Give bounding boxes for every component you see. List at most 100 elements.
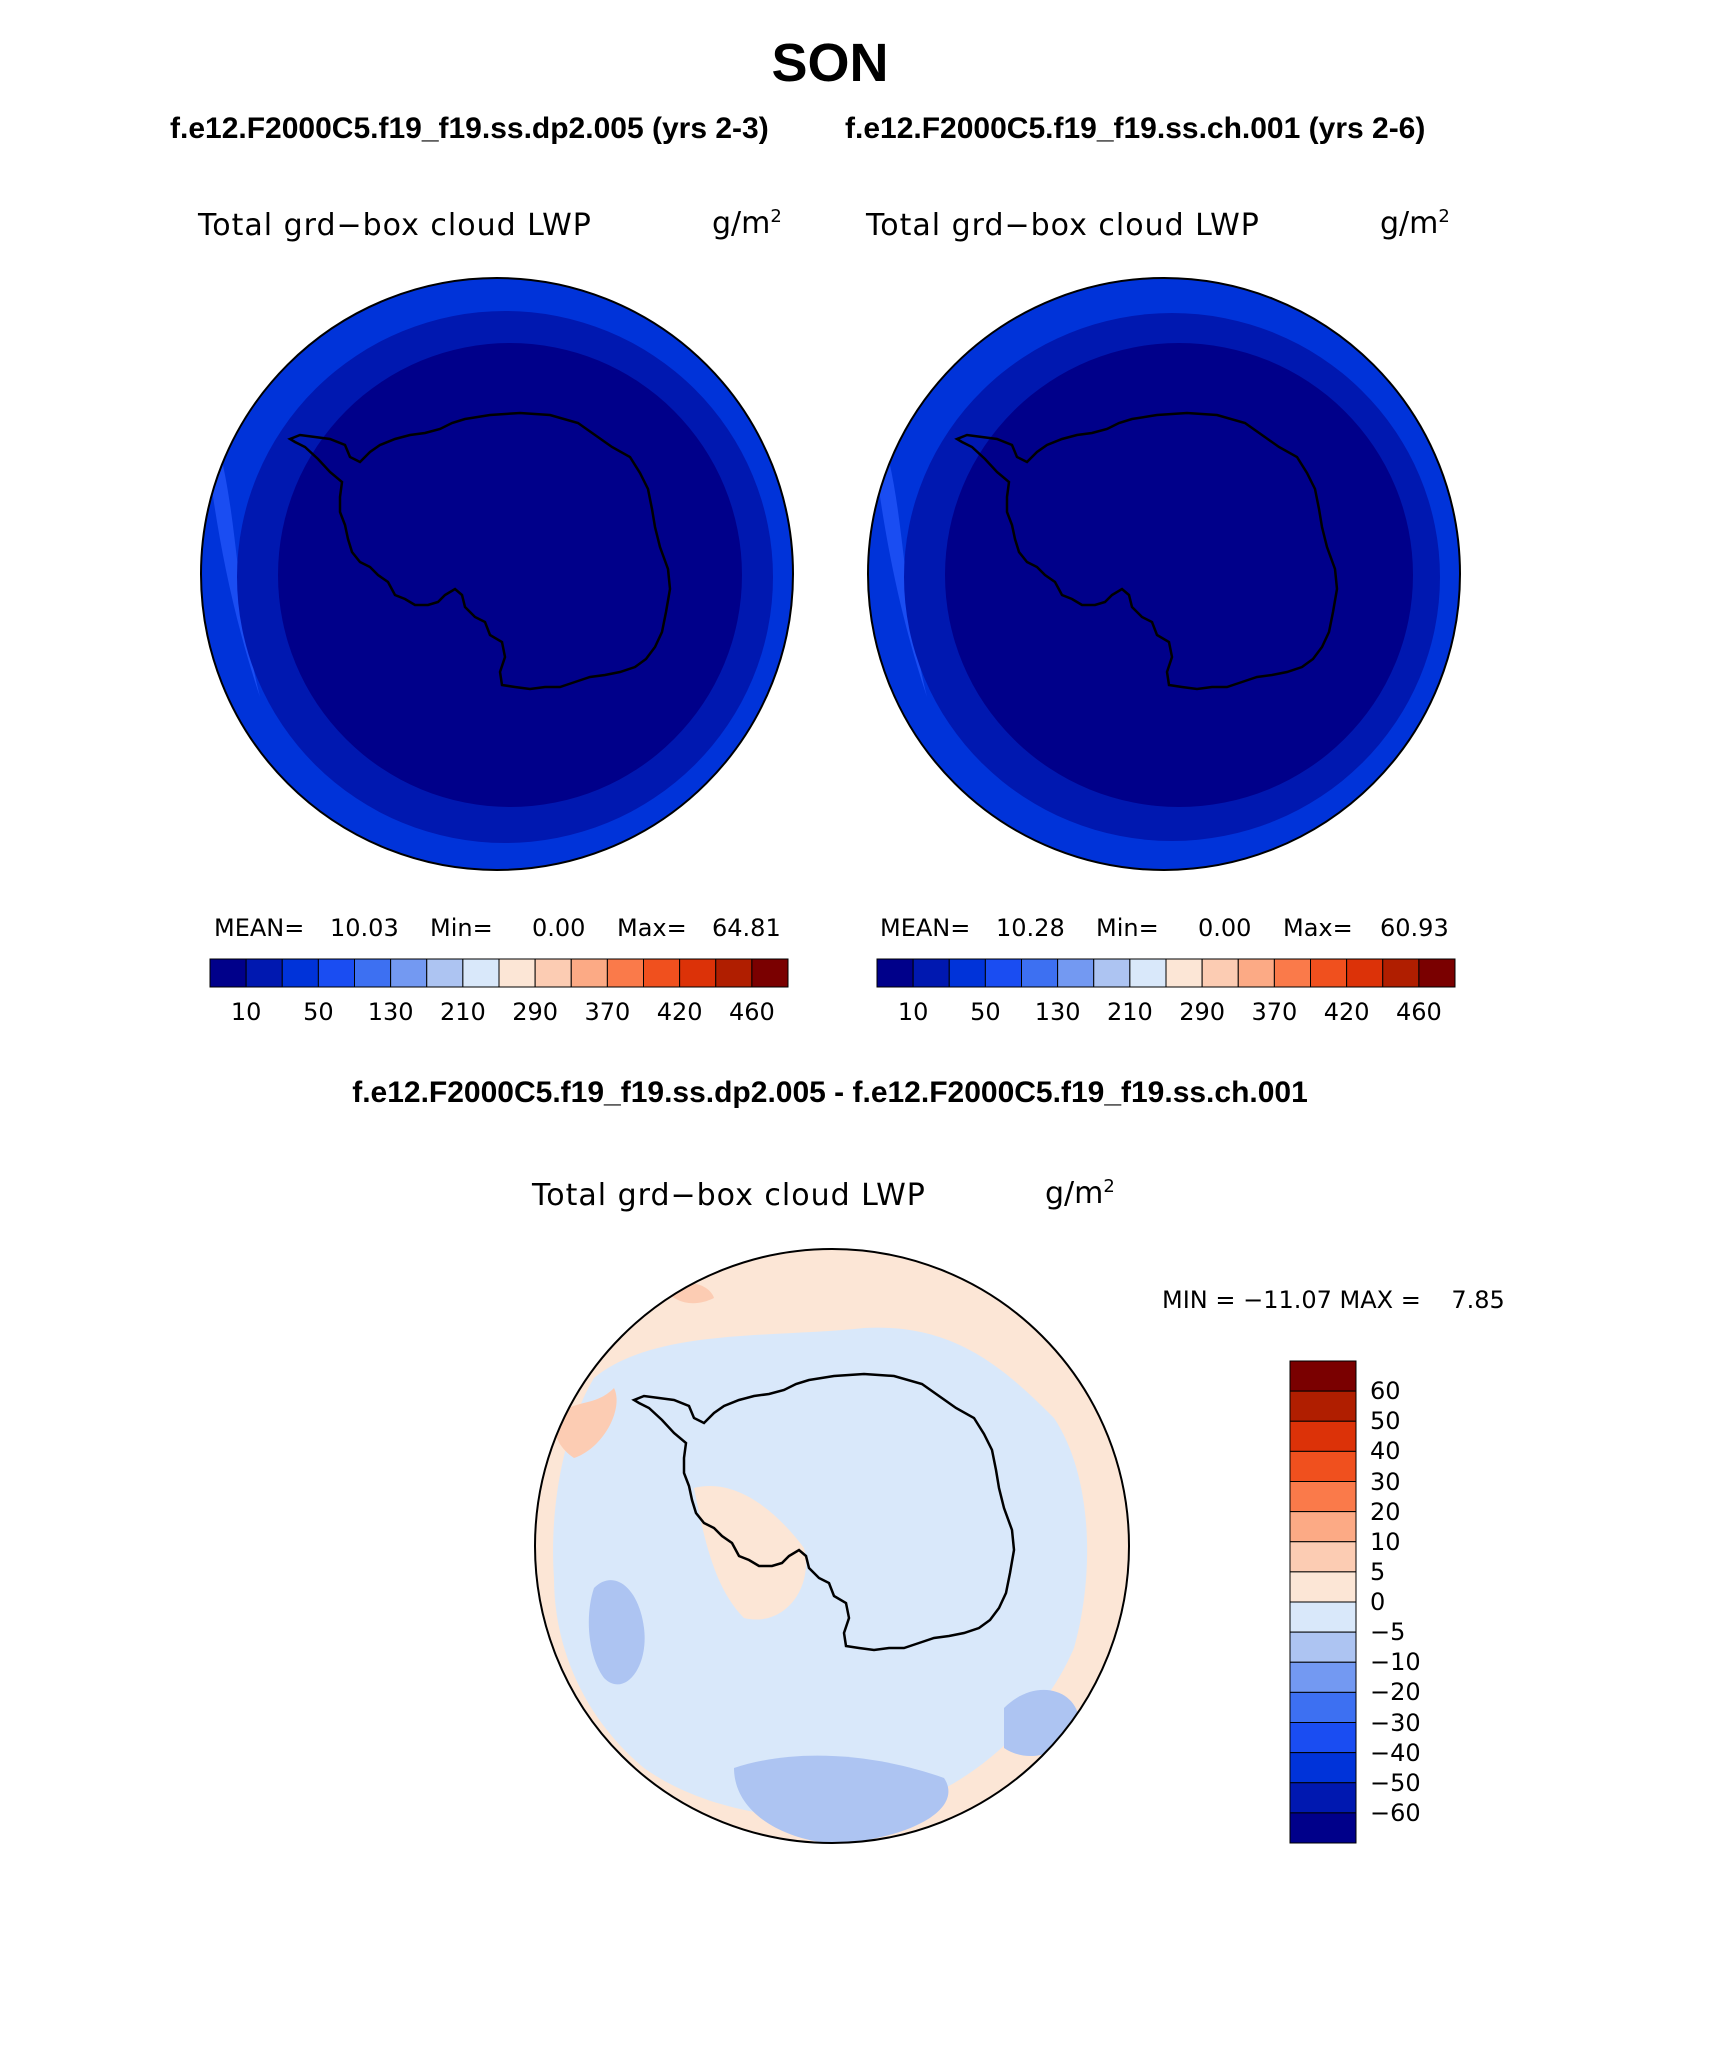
right-colorbar-swatch — [1382, 958, 1420, 988]
diff-field-neg-patch2 — [734, 1755, 949, 1843]
right-colorbar-tick-label: 210 — [1106, 998, 1153, 1026]
diff-colorbar-tick-label: −30 — [1370, 1708, 1421, 1737]
left-colorbar-tick-label: 290 — [512, 998, 559, 1026]
left-colorbar-swatch — [643, 958, 681, 988]
right-colorbar-swatch — [1310, 958, 1348, 988]
left-polar-map — [200, 277, 794, 871]
diff-colorbar-tick-label: −5 — [1370, 1618, 1406, 1647]
diff-field-neg-patch3 — [1004, 1689, 1079, 1757]
diff-colorbar-tick-label: −20 — [1370, 1678, 1421, 1707]
right-colorbar-tick-label: 460 — [1395, 998, 1442, 1026]
right-colorbar-swatch — [1273, 958, 1311, 988]
diff-colorbar-tick-label: 40 — [1370, 1437, 1401, 1466]
right-colorbar-swatch — [1346, 958, 1384, 988]
right-colorbar-labels: 10 50 130 210 290 370 420 460 — [876, 998, 1456, 1028]
left-colorbar-swatch — [281, 958, 319, 988]
diff-colorbar-swatch — [1289, 1571, 1357, 1603]
left-colorbar-swatch — [715, 958, 753, 988]
right-colorbar-tick-label: 370 — [1251, 998, 1298, 1026]
right-max-value: 60.93 — [1380, 914, 1449, 942]
right-colorbar-swatch — [1057, 958, 1095, 988]
diff-colorbar-labels: 60 50 40 30 20 10 5 0 −5 −10 −20 −30 −40 −50 −60 — [1370, 1360, 1490, 1844]
diff-colorbar-tick-label: 50 — [1370, 1407, 1401, 1436]
diff-colorbar-swatch — [1289, 1752, 1357, 1784]
diff-colorbar-swatch — [1289, 1601, 1357, 1633]
left-colorbar-swatch — [462, 958, 500, 988]
right-colorbar-swatch — [1201, 958, 1239, 988]
right-colorbar — [876, 958, 1456, 988]
right-panel-label: Total grd−box cloud LWP — [866, 208, 1260, 243]
difference-title: f.e12.F2000C5.f19_f19.ss.dp2.005 - f.e12… — [352, 1076, 1308, 1109]
right-panel-units: g/m2 — [1380, 206, 1450, 241]
diff-colorbar-swatch — [1289, 1812, 1357, 1844]
diff-colorbar-swatch — [1289, 1390, 1357, 1422]
right-colorbar-tick-label: 10 — [897, 998, 929, 1026]
right-colorbar-swatch — [1237, 958, 1275, 988]
right-colorbar-tick-label: 50 — [970, 998, 1001, 1026]
left-colorbar-tick-label: 420 — [656, 998, 703, 1026]
right-max-label: Max= — [1283, 914, 1353, 942]
diff-colorbar-swatch — [1289, 1420, 1357, 1452]
left-mean-label: MEAN= — [214, 914, 305, 942]
antarctica-coastline — [287, 411, 672, 691]
diff-colorbar-tick-label: 60 — [1370, 1377, 1401, 1406]
antarctica-coastline — [631, 1372, 1016, 1652]
right-colorbar-swatch — [984, 958, 1022, 988]
diff-colorbar-tick-label: −40 — [1370, 1738, 1421, 1767]
right-case-title: f.e12.F2000C5.f19_f19.ss.ch.001 (yrs 2-6… — [845, 112, 1426, 145]
left-min-label: Min= — [430, 914, 493, 942]
right-colorbar-swatch — [1129, 958, 1167, 988]
diff-colorbar-tick-label: 20 — [1370, 1497, 1401, 1526]
diff-colorbar-tick-label: −10 — [1370, 1648, 1421, 1677]
diff-panel-units: g/m2 — [1045, 1176, 1115, 1211]
figure-title: SON — [771, 33, 889, 93]
diff-colorbar-swatch — [1289, 1511, 1357, 1543]
map-field-inner — [278, 343, 742, 807]
left-colorbar-swatch — [354, 958, 392, 988]
antarctica-coastline — [954, 411, 1339, 691]
diff-colorbar-tick-label: −50 — [1370, 1768, 1421, 1797]
left-colorbar-tick-label: 10 — [230, 998, 262, 1026]
right-colorbar-swatch — [948, 958, 986, 988]
diff-field-pos-patch — [694, 1486, 806, 1620]
left-colorbar-swatch — [679, 958, 717, 988]
diff-minmax: MIN = −11.07 MAX = 7.85 — [1162, 1286, 1505, 1314]
diff-colorbar-swatch — [1289, 1360, 1357, 1392]
diff-polar-map — [534, 1248, 1130, 1844]
diff-colorbar-tick-label: 0 — [1370, 1588, 1386, 1616]
diff-panel-label: Total grd−box cloud LWP — [532, 1178, 926, 1213]
left-panel-label: Total grd−box cloud LWP — [198, 208, 592, 243]
diff-colorbar — [1289, 1360, 1357, 1844]
left-colorbar-swatch — [390, 958, 428, 988]
diff-colorbar-swatch — [1289, 1661, 1357, 1693]
right-colorbar-swatch — [876, 958, 914, 988]
left-max-label: Max= — [617, 914, 687, 942]
left-panel-units: g/m2 — [712, 206, 782, 241]
left-colorbar-swatch — [426, 958, 464, 988]
diff-colorbar-swatch — [1289, 1541, 1357, 1573]
left-colorbar-swatch — [606, 958, 644, 988]
right-colorbar-swatch — [1093, 958, 1131, 988]
right-min-value: 0.00 — [1198, 914, 1252, 942]
left-max-value: 64.81 — [712, 914, 781, 942]
left-colorbar-tick-label: 130 — [367, 998, 414, 1026]
left-min-value: 0.00 — [532, 914, 586, 942]
diff-field-neg-ring — [553, 1327, 1088, 1818]
left-colorbar-tick-label: 370 — [584, 998, 631, 1026]
diff-colorbar-swatch — [1289, 1450, 1357, 1482]
diff-colorbar-tick-label: 5 — [1370, 1557, 1386, 1586]
left-colorbar-swatch — [534, 958, 572, 988]
map-field-inner — [945, 343, 1413, 807]
left-mean-value: 10.03 — [330, 914, 399, 942]
left-colorbar-swatch — [209, 958, 247, 988]
right-colorbar-tick-label: 130 — [1034, 998, 1081, 1026]
right-mean-value: 10.28 — [996, 914, 1065, 942]
diff-field-neg-patch — [588, 1580, 645, 1685]
diff-colorbar-tick-label: −60 — [1370, 1798, 1421, 1827]
diff-colorbar-swatch — [1289, 1631, 1357, 1663]
right-colorbar-swatch — [912, 958, 950, 988]
diff-colorbar-tick-label: 30 — [1370, 1467, 1401, 1496]
right-colorbar-tick-label: 420 — [1323, 998, 1370, 1026]
right-colorbar-swatch — [1165, 958, 1203, 988]
right-colorbar-swatch — [1021, 958, 1059, 988]
